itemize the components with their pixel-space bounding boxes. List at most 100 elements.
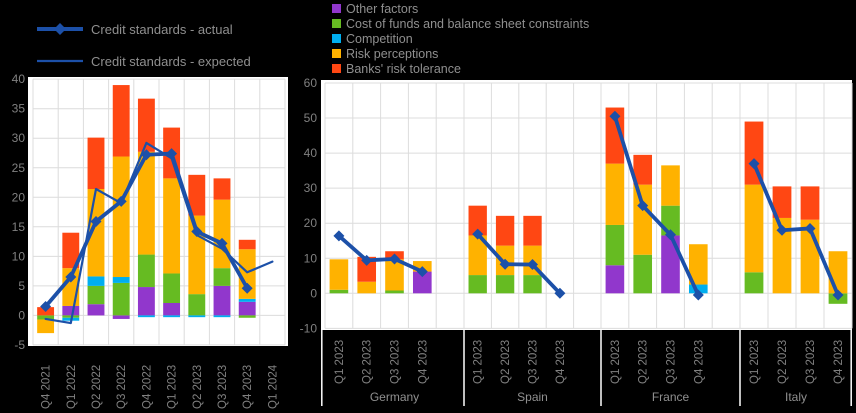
bar-segment [112,156,130,278]
bar-segment [385,290,404,294]
bar-segment [238,315,256,318]
bar-segment [744,184,764,273]
plot-background [321,80,852,330]
legend-label: Banks' risk tolerance [346,61,461,76]
x-tick-label: Q4 2022 [141,365,153,409]
x-tick-label: Q1 2023 [334,340,346,384]
legend-item-cost-of-funds: Cost of funds and balance sheet constrai… [332,16,589,31]
bar-segment [468,275,487,294]
y-tick-label: 35 [12,102,26,116]
line-marker [665,229,676,241]
bar-segment [772,186,792,218]
legend-item-other-factors: Other factors [332,1,589,16]
credit-standards-line [336,233,425,274]
bar-segment [213,178,231,200]
bar-segment [744,121,764,185]
y-tick-label: 20 [304,216,318,230]
line-marker [333,230,345,242]
bar-segment [772,217,792,294]
x-tick-label: Q3 2023 [390,340,402,384]
bar-segment [688,284,708,294]
bar-segment [62,232,80,269]
x-tick-label: Q1 2023 [749,340,761,384]
bar-segment [633,184,653,255]
bar-segment [87,285,105,305]
bar-segment [495,215,515,246]
bar-segment [744,272,764,294]
line-marker [832,289,844,301]
bar-segment [163,302,181,316]
bar-segment [188,294,206,316]
bar-segment [468,205,487,236]
line-marker [40,301,52,313]
bar-segment [163,178,181,274]
x-tick-label: Q3 2022 [116,365,128,409]
y-tick-label: 10 [12,249,26,263]
bar-segment [37,319,55,334]
bar-segment [605,224,625,266]
actual-line-swatch [37,23,83,35]
x-tick-label: Q3 2023 [217,365,229,409]
line-marker [554,287,566,299]
y-tick-label: 30 [304,181,318,195]
bar-segment [357,256,377,282]
bar-segment [688,244,708,285]
bar-segment [163,315,181,318]
y-tick-label: 50 [304,111,318,125]
credit-standards-line [44,141,274,325]
competition-swatch [332,34,341,43]
bar-segment [87,276,105,286]
bar-segment [238,239,256,250]
x-tick-label: Q1 2023 [167,365,179,409]
other-factors-swatch [332,4,341,13]
bar-segment [213,199,231,269]
x-tick-label: Q2 2023 [638,340,650,384]
group-label: France [652,390,690,404]
bar-segment [605,265,625,294]
line-marker [472,228,484,240]
x-tick-label: Q1 2023 [610,340,622,384]
credit-standards-line [613,114,701,297]
y-tick-label: -5 [14,338,25,352]
bar-segment [213,285,231,316]
y-tick-label: 60 [304,76,318,90]
series-legend: Other factors Cost of funds and balance … [332,1,589,76]
bar-segment [188,315,206,318]
bar-segment [329,289,349,294]
x-tick-label: Q2 2023 [500,340,512,384]
y-tick-label: 20 [12,190,26,204]
bar-segment [163,273,181,303]
banks-risk-tolerance-swatch [332,64,341,73]
bar-segment [800,186,820,220]
x-tick-label: Q1 2022 [66,365,78,409]
expected-line-swatch [37,59,83,63]
line-legend: Credit standards - actual Credit standar… [36,22,251,86]
x-tick-label: Q2 2023 [192,365,204,409]
line-marker [527,259,538,271]
line-marker [241,282,253,294]
line-marker [90,215,102,227]
bar-segment [213,315,231,318]
bar-segment [385,259,404,291]
legend-item-credit-standards-actual: Credit standards - actual [36,21,251,37]
bar-segment [495,275,515,294]
bar-segment [112,85,130,157]
bar-segment [137,98,155,152]
line-marker [499,258,511,270]
line-marker [416,266,428,278]
y-tick-label: 25 [12,161,26,175]
bar-segment [633,154,653,185]
y-tick-label: 0 [310,286,317,300]
bar-segment [605,107,625,164]
x-tick-label: Q2 2022 [91,365,103,409]
bar-segment [87,137,105,190]
bar-segment [828,251,848,294]
legend-label: Competition [346,31,413,46]
legend-item-credit-standards-expected: Credit standards - expected [36,54,251,69]
bar-segment [87,304,105,316]
legend-label-actual: Credit standards - actual [91,21,233,37]
y-tick-label: 40 [304,146,318,160]
line-marker [609,110,621,122]
x-tick-label: Q4 2023 [833,340,845,384]
